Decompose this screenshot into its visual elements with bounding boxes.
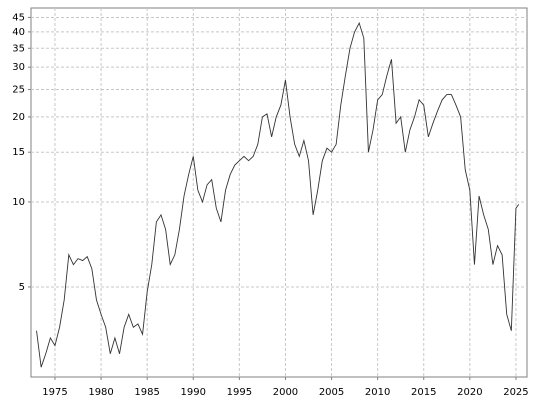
x-tick-label: 2015 — [411, 387, 436, 398]
y-tick-label: 35 — [12, 43, 25, 54]
y-tick-label: 10 — [12, 197, 25, 208]
x-tick-label: 1990 — [181, 387, 206, 398]
x-tick-label: 2000 — [273, 387, 298, 398]
y-tick-label: 40 — [12, 27, 25, 38]
x-tick-label: 2005 — [319, 387, 344, 398]
y-tick-label: 5 — [19, 282, 25, 293]
y-tick-label: 20 — [12, 112, 25, 123]
x-tick-label: 2025 — [503, 387, 528, 398]
x-tick-label: 1975 — [42, 387, 67, 398]
y-tick-label: 15 — [12, 147, 25, 158]
x-tick-label: 2010 — [365, 387, 390, 398]
x-tick-label: 2020 — [457, 387, 482, 398]
x-tick-label: 1995 — [227, 387, 252, 398]
data-line — [36, 21, 520, 368]
x-tick-label: 1980 — [88, 387, 113, 398]
x-tick-label: 1985 — [134, 387, 159, 398]
y-tick-label: 45 — [12, 12, 25, 23]
y-tick-label: 30 — [12, 62, 25, 73]
plot-frame — [30, 7, 528, 378]
y-tick-label: 25 — [12, 85, 25, 96]
